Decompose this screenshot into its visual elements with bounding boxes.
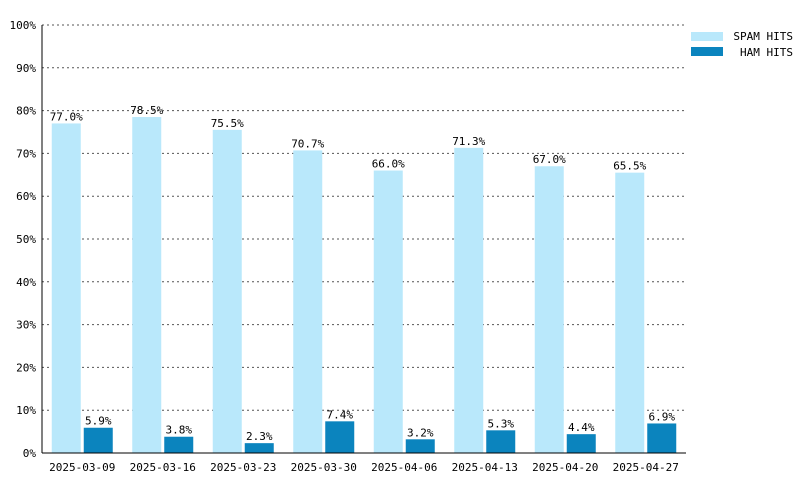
x-tick-label: 2025-04-20 (532, 461, 598, 474)
bar (486, 430, 516, 453)
x-tick-label: 2025-04-27 (613, 461, 679, 474)
y-tick-label: 20% (16, 361, 36, 374)
data-label: 75.5% (211, 117, 244, 130)
x-tick-label: 2025-04-06 (371, 461, 437, 474)
y-tick-label: 80% (16, 105, 36, 118)
data-label: 77.0% (50, 110, 83, 123)
data-label: 78.5% (130, 104, 163, 117)
legend-label-spam-hits: SPAM HITS (733, 30, 793, 43)
x-tick-label: 2025-03-23 (210, 461, 276, 474)
bar (373, 170, 403, 453)
data-label: 5.3% (488, 417, 515, 430)
y-tick-label: 30% (16, 319, 36, 332)
data-label: 7.4% (327, 408, 354, 421)
data-label: 2.3% (246, 430, 273, 443)
x-axis-ticks: 2025-03-09 2025-03-16 2025-03-23 2025-03-30… (49, 461, 679, 474)
bar (164, 436, 194, 453)
bar (534, 166, 564, 454)
legend-swatch-spam-hits (691, 32, 723, 41)
bar (615, 172, 645, 453)
bar (405, 439, 435, 453)
legend-swatch-ham-hits (691, 47, 723, 56)
data-label: 66.0% (372, 158, 405, 171)
data-label: 4.4% (568, 421, 595, 434)
y-tick-label: 60% (16, 190, 36, 203)
bar (51, 123, 81, 453)
data-label: 71.3% (452, 135, 485, 148)
y-tick-label: 0% (23, 447, 37, 460)
bar (132, 117, 162, 454)
data-label: 65.5% (613, 160, 646, 173)
y-tick-label: 100% (10, 19, 37, 32)
y-tick-label: 40% (16, 276, 36, 289)
data-label: 3.8% (166, 424, 193, 437)
bar (566, 434, 596, 453)
data-label: 67.0% (533, 153, 566, 166)
x-tick-label: 2025-03-16 (130, 461, 196, 474)
bar (293, 150, 323, 454)
x-tick-label: 2025-04-13 (452, 461, 518, 474)
bars (51, 117, 677, 454)
bar (83, 427, 113, 453)
data-label: 5.9% (85, 415, 112, 428)
y-tick-label: 70% (16, 147, 36, 160)
y-tick-label: 10% (16, 404, 36, 417)
legend-label-ham-hits: HAM HITS (740, 46, 793, 59)
y-tick-label: 90% (16, 62, 36, 75)
gridlines (42, 24, 686, 411)
bar (212, 129, 242, 454)
data-label: 3.2% (407, 426, 434, 439)
data-labels: 77.0% 5.9% 78.5% 3.8% 75.5% 2.3% 70.7% 7.4% 66.0… (50, 104, 676, 443)
x-tick-label: 2025-03-09 (49, 461, 115, 474)
y-tick-label: 50% (16, 233, 36, 246)
bar (244, 443, 274, 453)
bar (454, 147, 484, 453)
y-axis-ticks: 0% 10% 20% 30% 40% 50% 60% 70% 80% 90% 100% (10, 19, 37, 460)
x-tick-label: 2025-03-30 (291, 461, 357, 474)
axes (41, 25, 686, 454)
data-label: 6.9% (649, 410, 676, 423)
data-label: 70.7% (291, 137, 324, 150)
legend: SPAM HITS HAM HITS (691, 30, 793, 59)
bar (325, 421, 355, 453)
bar (647, 423, 677, 453)
